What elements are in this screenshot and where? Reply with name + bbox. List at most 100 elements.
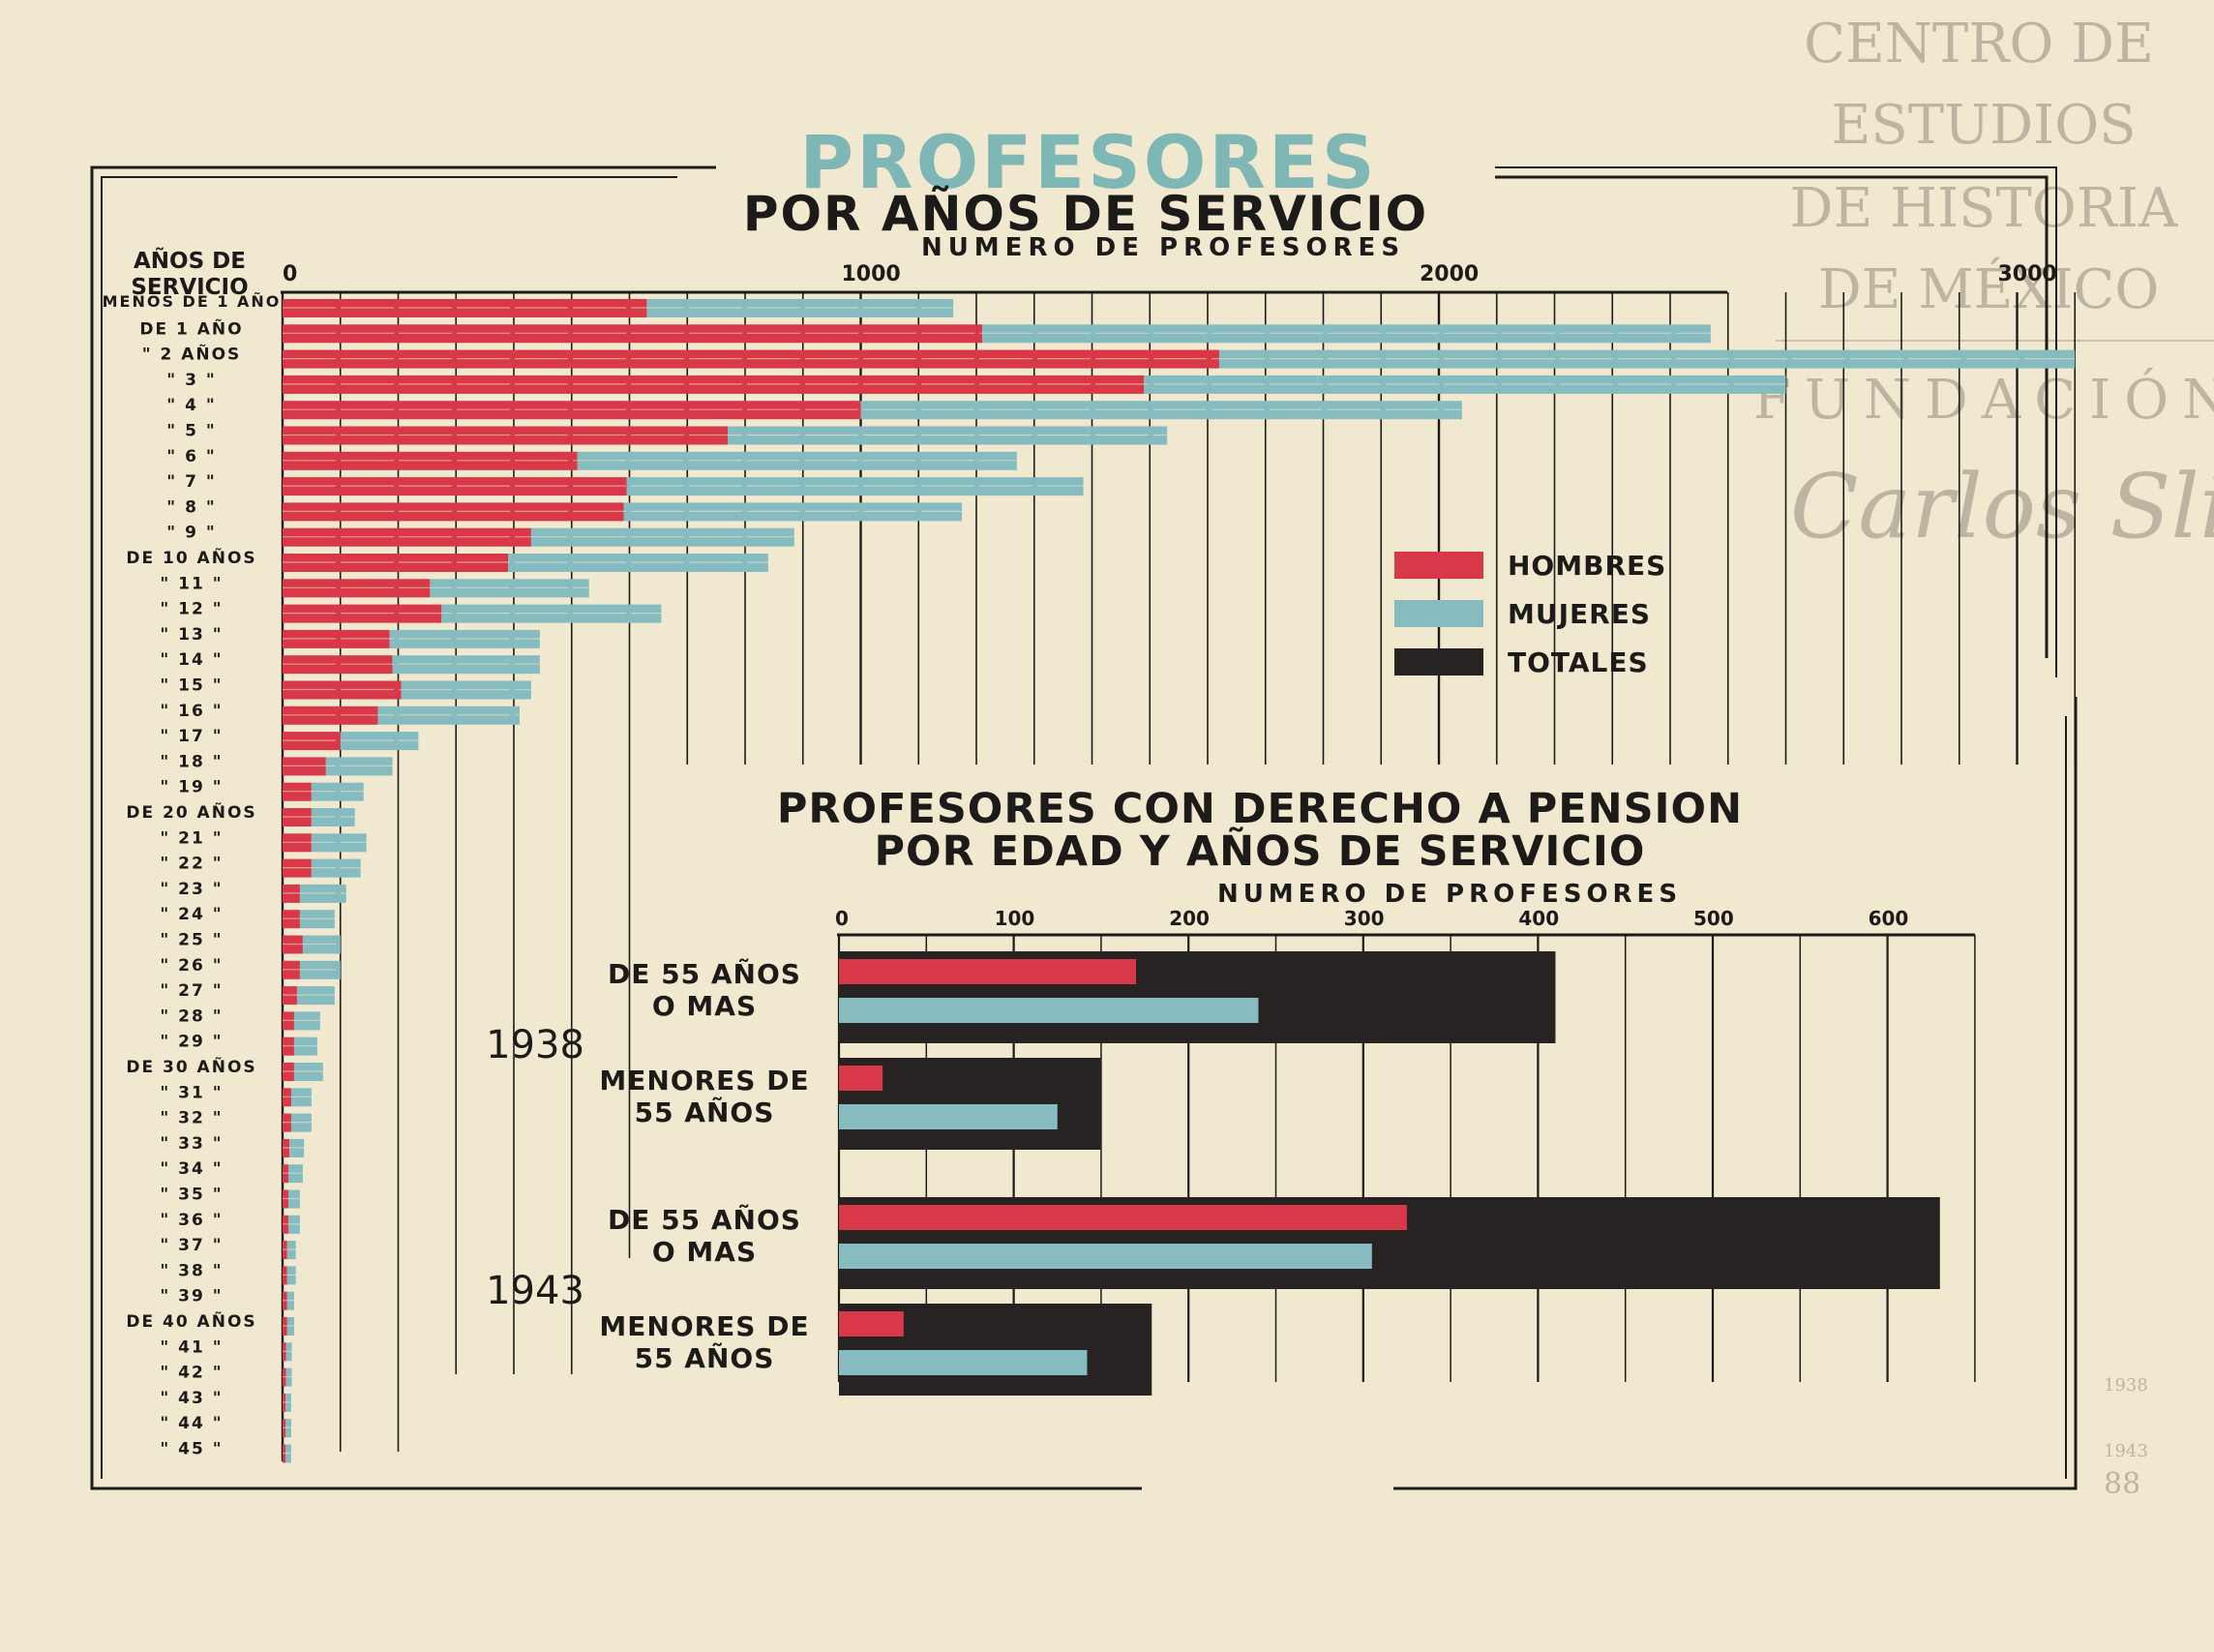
- top-x-tick-label: 3000: [1998, 262, 2057, 286]
- bar-hombres: [839, 959, 1137, 984]
- row-label: " 18 ": [160, 752, 223, 771]
- watermark-line: CENTRO DE: [1804, 13, 2154, 75]
- margin-mark-1938: 1938: [2104, 1375, 2148, 1396]
- watermark: CENTRO DE ESTUDIOS DE HISTORIA DE MÉXICO…: [1753, 13, 2214, 558]
- pension-row-label-line2: 55 AÑOS: [635, 1096, 775, 1128]
- row-label: " 11 ": [160, 574, 223, 593]
- row-label: " 12 ": [160, 600, 223, 619]
- watermark-signature: Carlos Slim: [1790, 455, 2214, 558]
- bar-mujeres: [839, 1350, 1088, 1375]
- legend-swatch-mujeres: [1394, 600, 1483, 627]
- bar-mujeres: [311, 833, 367, 853]
- row-label: " 17 ": [160, 727, 223, 746]
- top-x-tick-label: 2000: [1420, 262, 1479, 286]
- row-label: " 36 ": [160, 1211, 223, 1230]
- row-label: " 42 ": [160, 1364, 223, 1383]
- pension-x-tick-label: 100: [995, 907, 1035, 930]
- watermark-line: DE HISTORIA: [1790, 177, 2178, 240]
- bar-hombres: [283, 655, 393, 675]
- legend-label: HOMBRES: [1508, 550, 1666, 582]
- pension-row-label-line1: MENORES DE: [599, 1065, 809, 1096]
- top-chart-ticks: 0 1000 2000 3000: [283, 262, 2057, 286]
- x-axis-label: NUMERO DE PROFESORES: [921, 233, 1405, 262]
- legend-swatch-hombres: [1394, 552, 1483, 579]
- watermark-line: DE MÉXICO: [1818, 256, 2160, 321]
- bar-mujeres: [839, 1104, 1058, 1129]
- row-label: " 6 ": [166, 447, 216, 466]
- watermark-fundacion: FUNDACIÓN: [1753, 367, 2214, 432]
- bar-hombres: [283, 629, 390, 648]
- row-label: " 4 ": [166, 396, 216, 415]
- pension-x-tick-label: 0: [835, 907, 849, 930]
- row-label: " 27 ": [160, 981, 223, 1001]
- row-label: " 15 ": [160, 676, 223, 696]
- row-label: " 43 ": [160, 1389, 223, 1408]
- row-label: " 3 ": [166, 371, 216, 390]
- pension-row-label-line2: O MAS: [652, 1236, 757, 1268]
- bar-hombres: [283, 401, 861, 420]
- row-label: " 22 ": [160, 855, 223, 874]
- row-label: " 33 ": [160, 1134, 223, 1154]
- row-label: " 21 ": [160, 828, 223, 848]
- bar-hombres: [283, 554, 509, 572]
- row-label: " 25 ": [160, 931, 223, 950]
- row-label: " 14 ": [160, 650, 223, 670]
- row-label: " 13 ": [160, 625, 223, 645]
- row-label: " 24 ": [160, 905, 223, 924]
- pension-row-label-line1: DE 55 AÑOS: [608, 1203, 801, 1236]
- row-label: " 26 ": [160, 956, 223, 976]
- row-label: MENOS DE 1 AÑO: [103, 292, 282, 311]
- row-label: " 8 ": [166, 497, 216, 517]
- row-label: " 29 ": [160, 1033, 223, 1052]
- pension-x-axis-label: NUMERO DE PROFESORES: [1217, 880, 1682, 909]
- legend-label: TOTALES: [1508, 646, 1649, 678]
- row-label: " 31 ": [160, 1083, 223, 1102]
- year-label: 1938: [486, 1023, 584, 1067]
- row-label: " 41 ": [160, 1337, 223, 1357]
- chart-subtitle: POR AÑOS DE SERVICIO: [743, 185, 1428, 242]
- bar-hombres: [839, 1205, 1407, 1230]
- row-label: " 45 ": [160, 1440, 223, 1459]
- pension-chart-ticks: 0 100 200 300 400 500 600: [835, 907, 1908, 930]
- row-label: " 44 ": [160, 1414, 223, 1433]
- bar-mujeres: [839, 998, 1259, 1023]
- y-axis-label-line2: SERVICIO: [131, 275, 248, 300]
- legend-label: MUJERES: [1508, 598, 1651, 630]
- pension-x-tick-label: 200: [1169, 907, 1210, 930]
- pension-x-tick-label: 500: [1693, 907, 1734, 930]
- top-x-tick-label: 1000: [842, 262, 901, 286]
- y-axis-label-line1: AÑOS DE: [134, 247, 246, 274]
- pension-row-label-line1: DE 55 AÑOS: [608, 957, 801, 990]
- row-label: " 34 ": [160, 1159, 223, 1179]
- top-chart-row-labels: MENOS DE 1 AÑO DE 1 AÑO " 2 AÑOS " 3 " " 4 "…: [103, 292, 282, 1459]
- pension-x-tick-label: 600: [1869, 907, 1909, 930]
- row-label: DE 1 AÑO: [139, 316, 243, 339]
- row-label: " 9 ": [166, 524, 216, 543]
- row-label: DE 30 AÑOS: [126, 1055, 256, 1077]
- bar-mujeres: [311, 782, 364, 801]
- pension-row-label-line2: O MAS: [652, 990, 757, 1022]
- row-label: " 16 ": [160, 702, 223, 721]
- pension-row-label-line1: MENORES DE: [599, 1310, 809, 1342]
- row-label: " 32 ": [160, 1109, 223, 1128]
- pension-chart-subtitle: POR EDAD Y AÑOS DE SERVICIO: [875, 826, 1646, 876]
- row-label: DE 40 AÑOS: [126, 1309, 256, 1332]
- top-chart-bars: [283, 299, 2076, 1463]
- frame: [90, 165, 2078, 1490]
- row-label: " 39 ": [160, 1287, 223, 1307]
- row-label: " 7 ": [166, 472, 216, 492]
- margin-mark-1943: 1943: [2104, 1441, 2148, 1461]
- bar-hombres: [839, 1311, 904, 1337]
- bar-hombres: [283, 502, 624, 522]
- legend-swatch-totales: [1394, 648, 1483, 676]
- watermark-line: ESTUDIOS: [1831, 94, 2136, 157]
- bar-mujeres: [311, 858, 361, 878]
- margin-mark-88: 88: [2104, 1467, 2140, 1501]
- pension-x-tick-label: 400: [1518, 907, 1559, 930]
- pension-chart-title: PROFESORES CON DERECHO A PENSION: [777, 785, 1743, 833]
- bar-hombres: [839, 1066, 883, 1091]
- row-label: " 5 ": [166, 422, 216, 441]
- legend: HOMBRES MUJERES TOTALES: [1394, 550, 1666, 678]
